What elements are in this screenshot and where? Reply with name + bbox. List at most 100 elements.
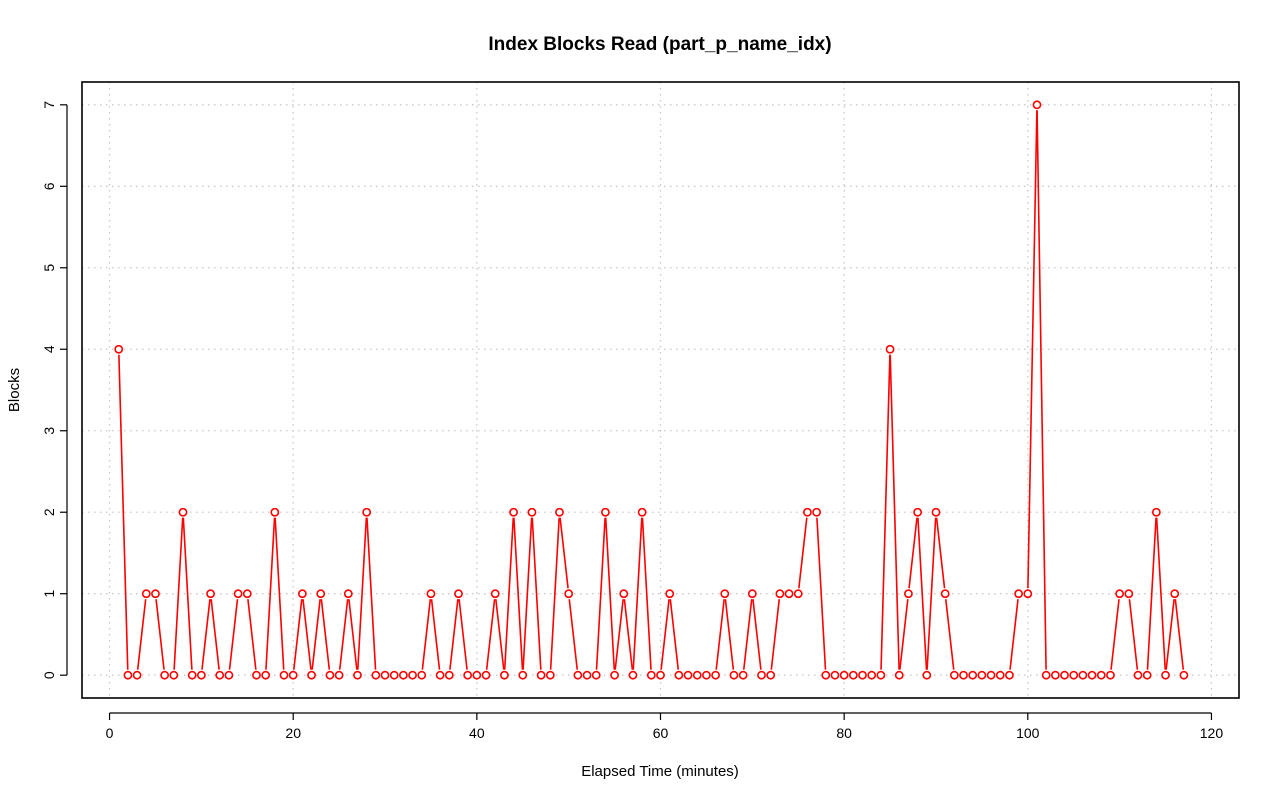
series-segment (559, 517, 569, 589)
data-point (821, 670, 831, 680)
series-segment (366, 517, 377, 670)
plot-frame (81, 81, 1240, 699)
series-segment (155, 599, 165, 670)
data-point (564, 589, 574, 599)
data-point (1050, 670, 1060, 680)
data-point (931, 507, 941, 517)
data-point (1161, 670, 1170, 680)
data-point (454, 589, 463, 599)
data-point (674, 670, 684, 680)
data-point (904, 589, 913, 599)
data-point (793, 589, 803, 599)
data-point (637, 507, 647, 517)
data-point (444, 670, 454, 680)
data-point (940, 589, 950, 599)
data-point (334, 670, 344, 680)
data-point (601, 507, 610, 517)
data-point (858, 670, 867, 680)
data-point (270, 507, 280, 517)
series-segment (935, 517, 946, 589)
series-line-layer (118, 110, 1185, 670)
chart-title: Index Blocks Read (part_p_name_idx) (488, 34, 831, 55)
series-segment (632, 517, 643, 670)
data-point (1170, 589, 1180, 599)
data-point (812, 507, 822, 517)
series-segment (614, 599, 624, 670)
data-point (1014, 589, 1024, 599)
series-segment (889, 354, 900, 670)
y-tick-label: 2 (41, 508, 57, 516)
data-point (1032, 100, 1042, 110)
data-point (509, 507, 518, 517)
data-point (371, 670, 381, 680)
series-segment (136, 599, 147, 670)
data-point (215, 670, 225, 680)
data-point (720, 589, 730, 599)
data-point (738, 670, 748, 680)
data-point (573, 670, 583, 680)
data-point (518, 670, 528, 680)
data-point (1023, 589, 1033, 599)
data-point (1078, 670, 1088, 680)
series-segment (531, 517, 542, 670)
series-segment (669, 599, 680, 670)
series-segment (798, 517, 808, 589)
data-point (885, 344, 895, 354)
data-point (435, 670, 445, 680)
series-segment (752, 599, 762, 670)
series-segment (1165, 599, 1175, 670)
data-point (316, 589, 326, 599)
data-point (656, 670, 665, 680)
series-segment (302, 599, 312, 670)
data-point (711, 670, 720, 680)
data-point (417, 670, 427, 680)
data-point (757, 670, 766, 680)
series-segment (944, 599, 955, 670)
data-point (646, 670, 656, 680)
series-segment (201, 599, 211, 670)
series-segment (320, 599, 331, 670)
data-point (362, 507, 372, 517)
series-segment (118, 354, 129, 670)
data-point (1124, 589, 1134, 599)
series-segment (1009, 599, 1019, 670)
series-segment (899, 599, 909, 670)
series-segment (623, 599, 634, 670)
data-point (683, 670, 693, 680)
data-point (867, 670, 877, 680)
series-segment (926, 517, 937, 670)
x-axis: 0 20 40 60 80 100 120 (106, 712, 1224, 741)
data-point (894, 670, 904, 680)
y-axis-label: Blocks (6, 368, 23, 412)
data-point (463, 670, 473, 680)
x-axis-label: Elapsed Time (minutes) (581, 763, 739, 780)
data-point (1179, 670, 1189, 680)
series-segment (421, 599, 432, 670)
series-segment (449, 599, 459, 670)
data-point (242, 589, 252, 599)
data-point (325, 670, 335, 680)
data-point (499, 670, 509, 680)
data-point (545, 670, 555, 680)
series-segment (549, 517, 560, 670)
data-point (426, 589, 436, 599)
series-segment (742, 599, 753, 670)
data-point (665, 589, 675, 599)
series-segment (293, 599, 303, 670)
x-tick-label: 120 (1200, 725, 1224, 741)
data-point (380, 670, 390, 680)
series-segment (348, 599, 358, 670)
data-point (977, 670, 987, 680)
x-tick-label: 40 (469, 725, 485, 741)
series-segment (228, 599, 239, 670)
series-segment (1155, 517, 1167, 670)
data-point (252, 670, 261, 680)
series-segment (265, 517, 276, 670)
data-point (472, 670, 482, 680)
data-point (1060, 670, 1069, 680)
data-point (297, 589, 307, 599)
data-point (692, 670, 702, 680)
data-point (959, 670, 968, 680)
x-tick-label: 20 (285, 725, 301, 741)
data-point (1005, 670, 1014, 680)
